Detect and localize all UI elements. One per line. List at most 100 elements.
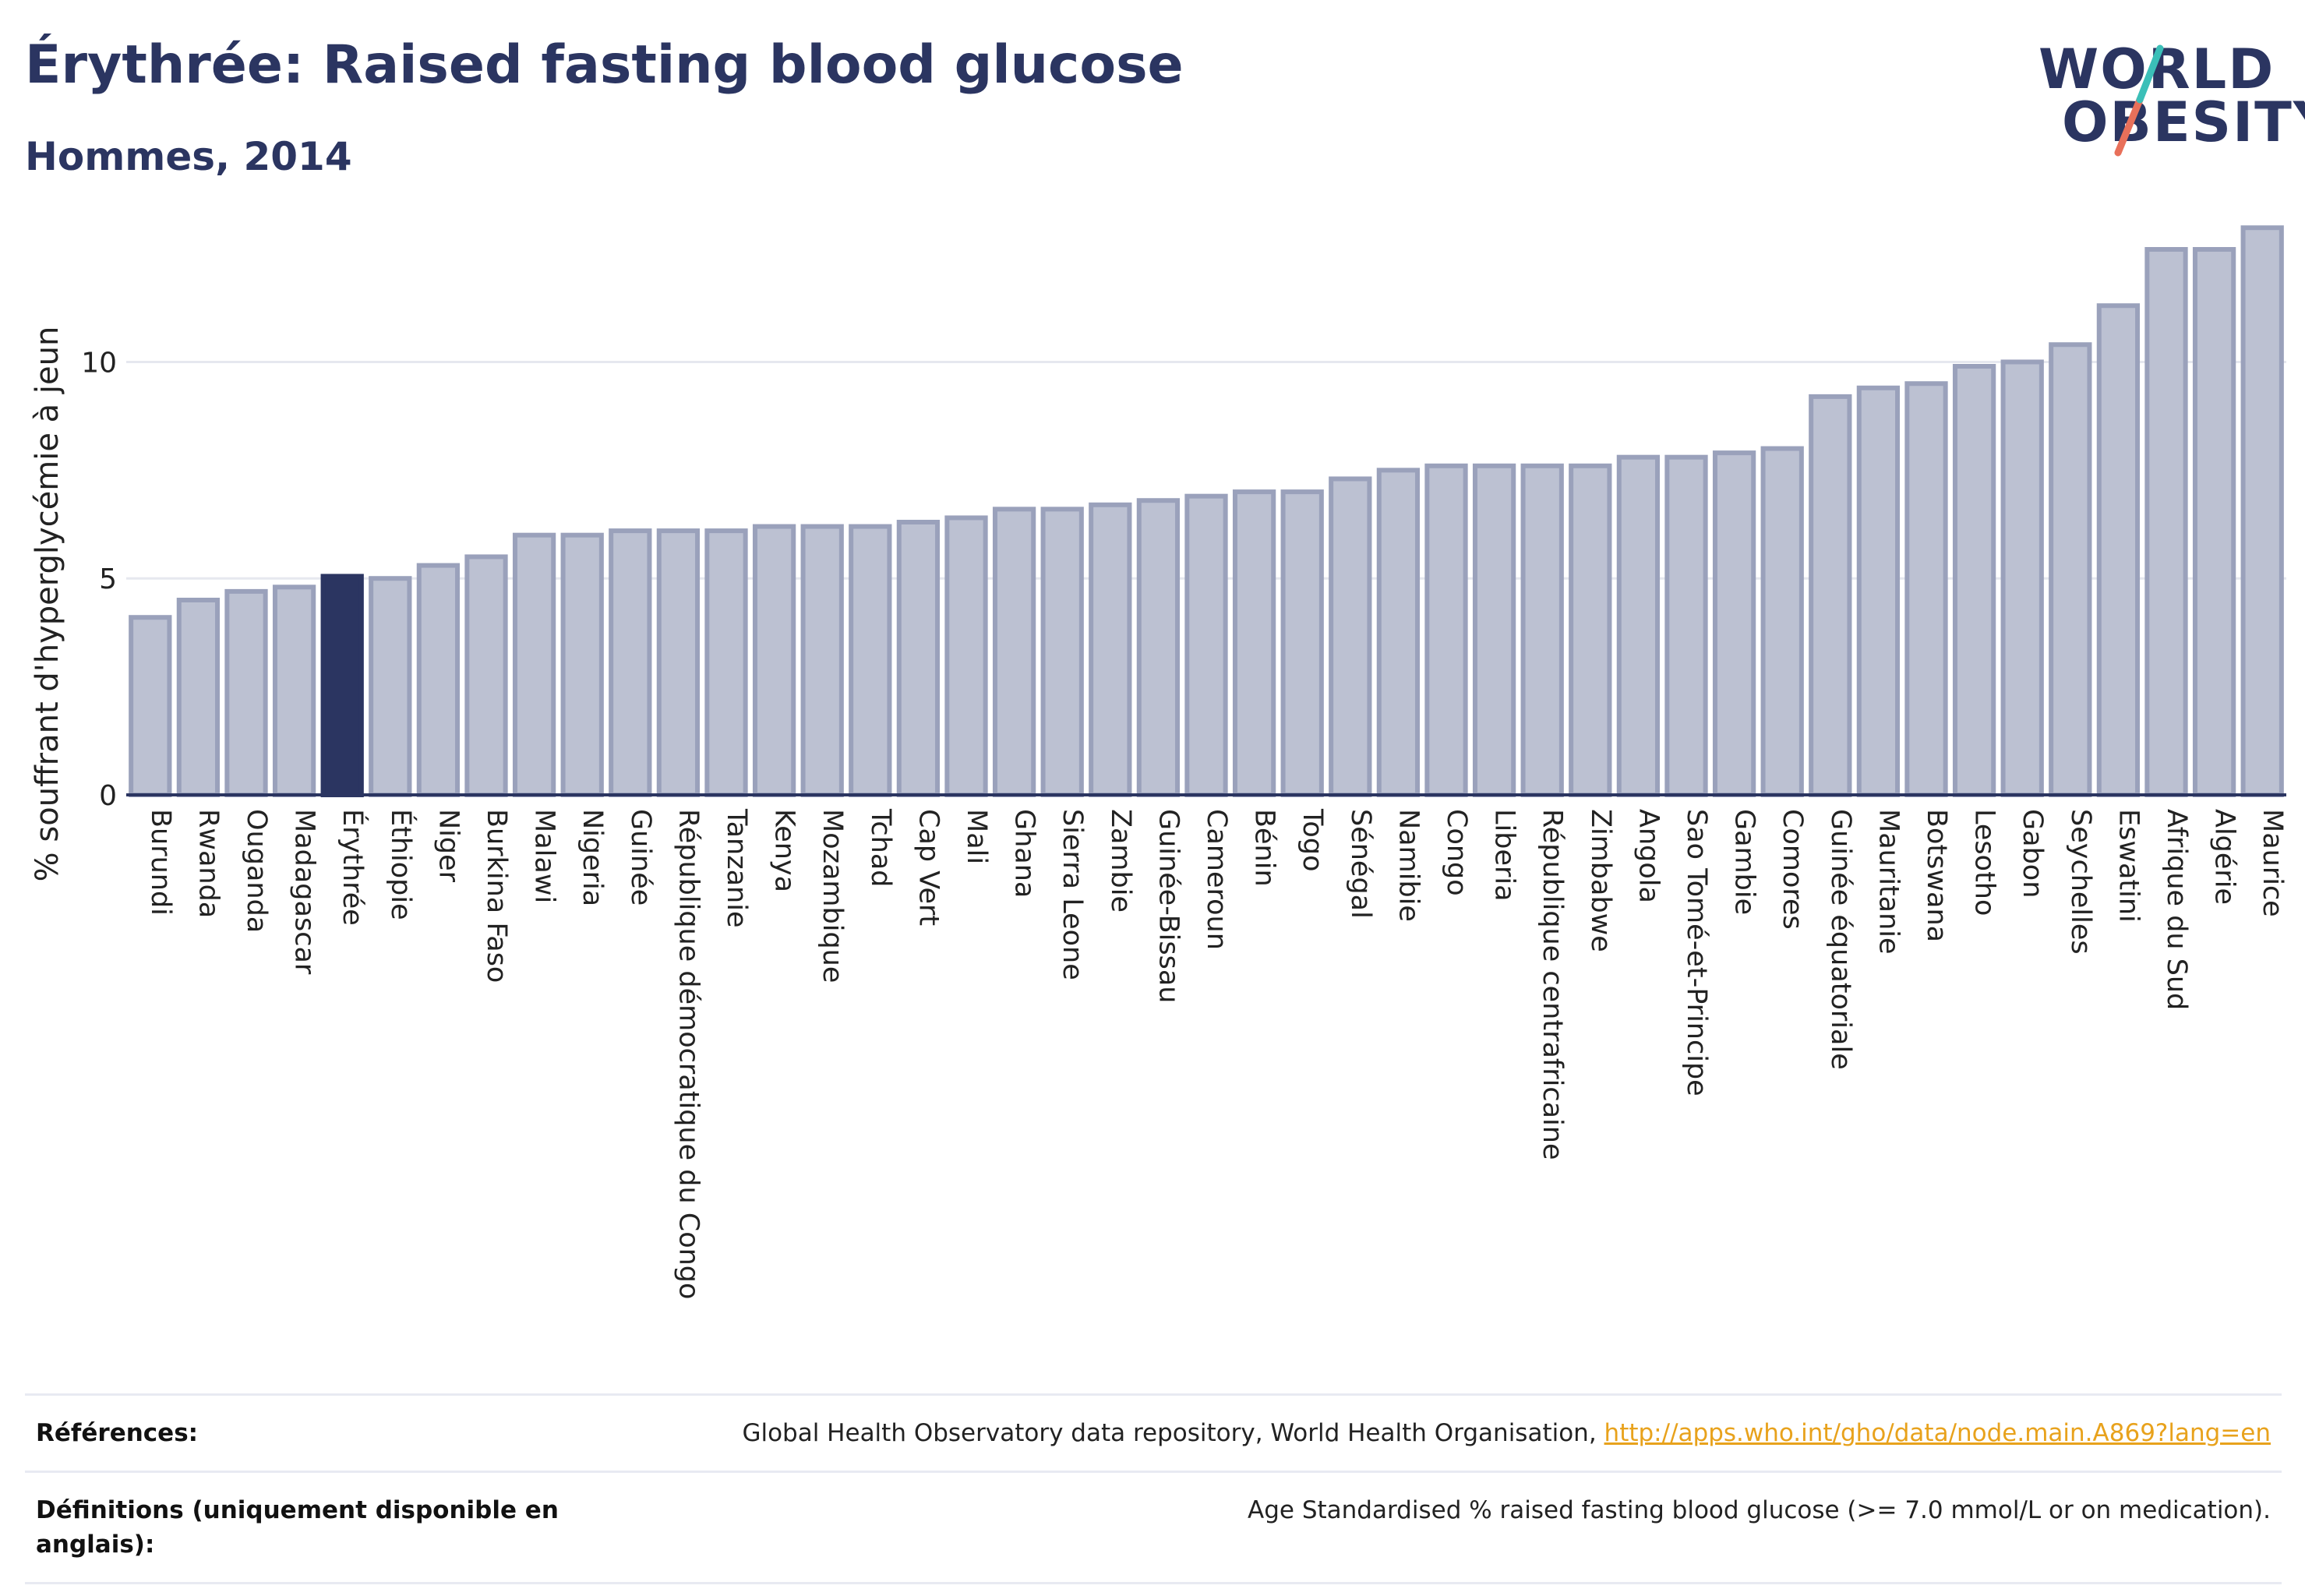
bar: [2096, 303, 2141, 797]
x-tick-label: Seychelles: [2065, 809, 2096, 955]
bar: [1856, 385, 1901, 797]
x-tick-label: Sao Tomé-et-Principe: [1681, 809, 1712, 1096]
x-tick-label: Mozambique: [817, 809, 848, 983]
x-tick-label: Zambie: [1105, 809, 1136, 913]
bar: [1089, 502, 1132, 797]
bar: [944, 515, 988, 797]
bar: [849, 524, 892, 797]
x-tick-label: Afrique du Sud: [2161, 809, 2192, 1010]
x-tick-label: République centrafricaine: [1537, 809, 1568, 1160]
bar: [1136, 498, 1181, 797]
bar: [560, 532, 604, 797]
x-tick-label: Kenya: [769, 809, 800, 892]
bar: [1904, 381, 1948, 797]
x-tick-label: Cap Vert: [912, 809, 944, 926]
x-tick-label: Togo: [1297, 808, 1328, 871]
bar: [1616, 454, 1661, 797]
x-tick-label: Angola: [1633, 809, 1664, 903]
x-tick-label: Guinée: [625, 809, 656, 906]
bar: [1472, 463, 1516, 797]
x-tick-label: Algérie: [2209, 809, 2240, 905]
definitions-value: Age Standardised % raised fasting blood …: [1248, 1496, 2271, 1524]
logo-line1: WORLD: [2038, 37, 2275, 101]
x-tick-label: Mauritanie: [1873, 809, 1904, 955]
x-tick-label: Mali: [961, 809, 992, 864]
x-tick-label: Sierra Leone: [1057, 809, 1088, 980]
bar: [800, 524, 844, 797]
y-tick-label: 10: [81, 347, 117, 379]
bar: [1232, 489, 1276, 797]
bar: [129, 615, 172, 797]
x-tick-label: Burkina Faso: [481, 809, 512, 983]
logo-line2: OBESITY: [2062, 90, 2305, 154]
references-text: Global Health Observatory data repositor…: [742, 1419, 1604, 1447]
x-tick-label: Maurice: [2257, 809, 2288, 917]
tick-labels: 0 5 10 Burundi Rwanda Ouganda Madagascar Érythr…: [30, 327, 2288, 1300]
references-label: Références:: [36, 1419, 199, 1447]
x-tick-label: Malawi: [529, 809, 560, 903]
x-tick-label: Botswana: [1921, 809, 1952, 942]
x-tick-label: Tanzanie: [721, 808, 752, 927]
x-tick-label: Éthiopie: [385, 809, 418, 920]
y-tick-label: 0: [99, 780, 117, 812]
references-row: Références: Global Health Observatory da…: [25, 1393, 2282, 1471]
definitions-row: Définitions (uniquement disponible en an…: [25, 1471, 2282, 1584]
x-tick-label: Gabon: [2017, 809, 2048, 898]
x-tick-label: Guinée équatoriale: [1825, 809, 1856, 1070]
x-tick-label: Guinée-Bissau: [1152, 809, 1184, 1004]
x-tick-label: Bénin: [1249, 809, 1280, 887]
logo-slash-icon: [2114, 44, 2164, 157]
bar: [704, 528, 748, 797]
bar: [272, 584, 316, 797]
bar: [2144, 247, 2188, 797]
x-tick-label: Érythrée: [337, 809, 369, 926]
bar: [1424, 463, 1468, 797]
bar: [1809, 394, 1852, 797]
definitions-label: Définitions (uniquement disponible en an…: [36, 1496, 559, 1559]
x-tick-label: Cameroun: [1201, 809, 1232, 950]
x-tick-label: Nigeria: [577, 809, 608, 906]
bar: [369, 576, 412, 797]
x-tick-label: Sénégal: [1345, 809, 1376, 919]
bar: [752, 524, 796, 797]
bar: [2049, 342, 2092, 797]
x-tick-label: Burundi: [145, 809, 176, 916]
references-value: Global Health Observatory data repositor…: [731, 1396, 2282, 1471]
x-tick-label: Congo: [1441, 809, 1472, 896]
x-tick-label: Eswatini: [2113, 809, 2144, 923]
bar: [1329, 476, 1372, 797]
bar: [1664, 454, 1708, 797]
chart-title: Érythrée: Raised fasting blood glucose: [25, 34, 1184, 96]
bar: [1520, 463, 1564, 797]
bar: [2240, 225, 2284, 797]
x-tick-label: Zimbabwe: [1585, 809, 1616, 952]
bar: [1569, 463, 1612, 797]
world-obesity-logo: WORLD OBESITY: [2026, 22, 2305, 170]
bar: [1952, 364, 1996, 797]
bar: [1040, 507, 1084, 797]
x-tick-label: Liberia: [1489, 809, 1520, 902]
x-tick-label: Niger: [432, 809, 464, 883]
bar: [320, 574, 364, 797]
references-link[interactable]: http://apps.who.int/gho/data/node.main.A…: [1604, 1419, 2271, 1447]
bar: [896, 520, 941, 797]
bar: [609, 528, 652, 797]
x-tick-label: Ghana: [1009, 809, 1040, 898]
bars: [129, 225, 2284, 798]
bar: [2000, 359, 2044, 797]
x-tick-label: Rwanda: [192, 809, 224, 918]
bar: [464, 554, 508, 797]
x-tick-label: Lesotho: [1969, 809, 2000, 916]
bar: [656, 528, 701, 797]
x-tick-label: Tchad: [865, 808, 896, 888]
x-tick-label: Madagascar: [289, 809, 320, 975]
bar: [176, 598, 221, 797]
bar: [1712, 450, 1756, 797]
chart-subtitle: Hommes, 2014: [25, 134, 352, 179]
bar: [1376, 468, 1421, 797]
bar: [416, 563, 461, 797]
y-tick-label: 5: [99, 563, 117, 595]
bar: [224, 588, 268, 798]
bar: [512, 532, 556, 797]
references-table: Références: Global Health Observatory da…: [25, 1393, 2282, 1584]
